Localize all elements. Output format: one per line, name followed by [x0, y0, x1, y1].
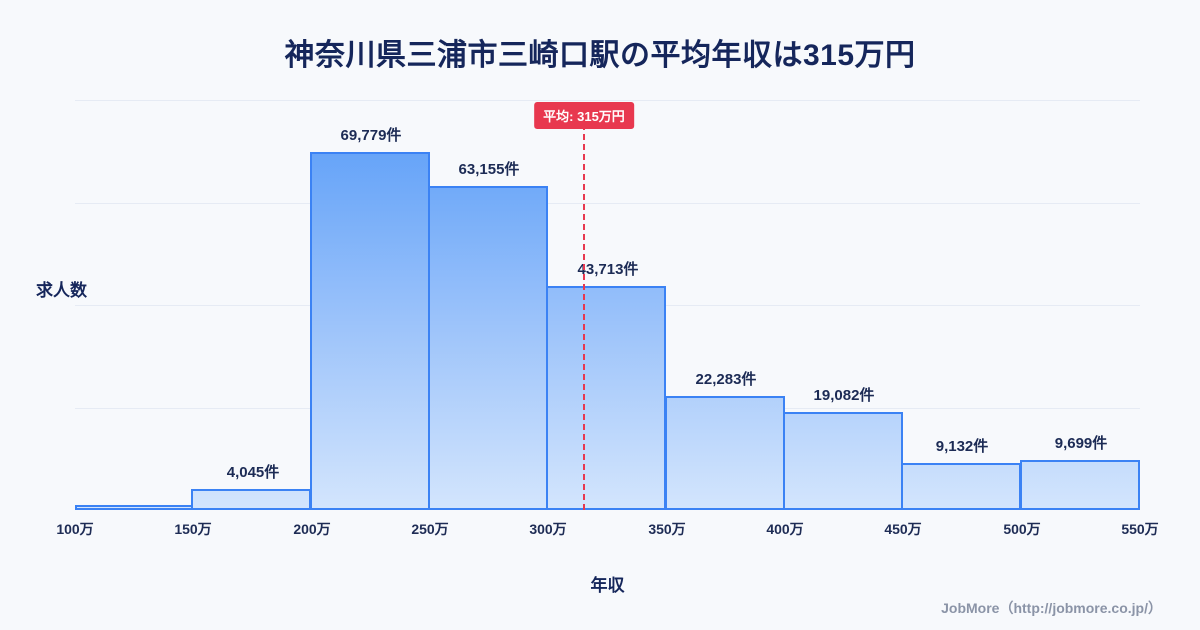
- x-tick-label: 350万: [648, 521, 686, 537]
- x-tick-label: 250万: [411, 521, 449, 537]
- gridline: [75, 202, 1140, 204]
- bar: [310, 152, 430, 510]
- x-tick-label: 150万: [174, 521, 212, 537]
- bar-value-label: 9,132件: [935, 438, 989, 455]
- x-tick-label: 400万: [766, 521, 804, 537]
- bar-value-label: 63,155件: [458, 161, 520, 178]
- bar-value-label: 9,699件: [1054, 435, 1108, 452]
- bar-value-label: 22,283件: [695, 371, 757, 388]
- bar: [665, 396, 785, 510]
- x-tick-label: 200万: [293, 521, 331, 537]
- bar: [191, 489, 311, 510]
- bars-layer: 4,045件 69,779件 63,155件 43,713件 22,283件 19,082…: [75, 100, 1140, 510]
- x-tick-label: 550万: [1121, 521, 1159, 537]
- x-tick-label: 500万: [1003, 521, 1041, 537]
- chart-title: 神奈川県三浦市三崎口駅の平均年収は315万円: [284, 39, 916, 72]
- bar-value-label: 4,045件: [226, 464, 280, 481]
- bar: [901, 463, 1021, 510]
- gridline: [75, 100, 1140, 101]
- x-axis-label: 年収: [590, 576, 625, 595]
- plot-area: 4,045件 69,779件 63,155件 43,713件 22,283件 19,082…: [75, 100, 1140, 510]
- x-axis-ticks: 100万 150万 200万 250万 300万 350万 400万 450万 500万 550万: [56, 519, 1158, 539]
- bar-value-label: 69,779件: [340, 127, 402, 144]
- bar: [75, 505, 193, 510]
- bar: [783, 412, 903, 510]
- bar-value-label: 43,713件: [577, 261, 639, 278]
- bar-value-label: 19,082件: [813, 387, 875, 404]
- bar: [428, 186, 548, 510]
- y-axis-label: 求人数: [36, 281, 87, 300]
- footer-credit: JobMore（http://jobmore.co.jp/）: [941, 600, 1162, 616]
- bar: [546, 286, 666, 510]
- x-tick-label: 450万: [884, 521, 922, 537]
- average-line: [583, 124, 585, 510]
- x-tick-label: 300万: [529, 521, 567, 537]
- average-badge: 平均: 315万円: [534, 102, 634, 129]
- bar: [1020, 460, 1140, 510]
- x-tick-label: 100万: [56, 521, 94, 537]
